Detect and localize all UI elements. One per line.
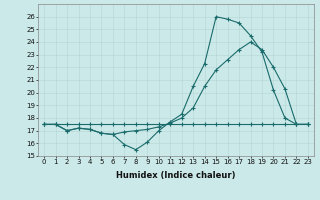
X-axis label: Humidex (Indice chaleur): Humidex (Indice chaleur)	[116, 171, 236, 180]
